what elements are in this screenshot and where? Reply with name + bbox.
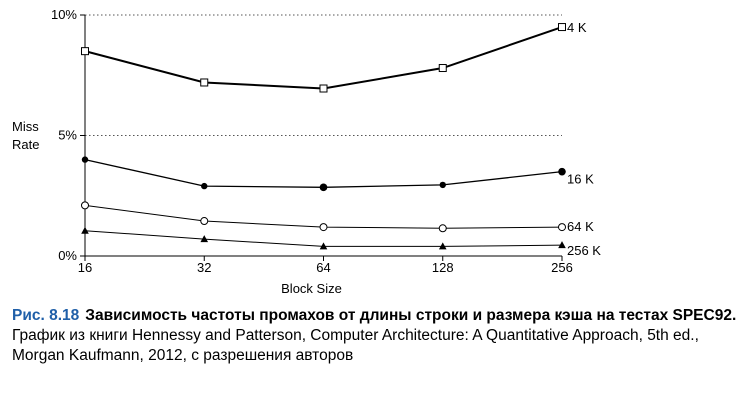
x-axis-title: Block Size xyxy=(281,281,342,296)
labels-layer: 4 K 16 K 64 K 256 K xyxy=(567,20,601,258)
data-point xyxy=(438,242,447,250)
data-point xyxy=(201,182,208,190)
data-point xyxy=(200,217,209,226)
data-point xyxy=(558,223,566,232)
figure-title: Зависимость частоты промахов от длины ст… xyxy=(85,307,737,324)
x-tick-label: 128 xyxy=(432,260,454,275)
data-point xyxy=(439,181,446,189)
series-line-0 xyxy=(84,26,563,90)
data-point xyxy=(81,201,89,210)
data-point xyxy=(319,242,328,250)
y-tick-label: 10% xyxy=(51,7,77,22)
y-tick-label: 0% xyxy=(58,248,77,263)
data-point xyxy=(558,167,566,176)
caption-title-line: Рис. 8.18 Зависимость частоты промахов от… xyxy=(12,306,742,326)
figure-source: График из книги Hennessy and Patterson, … xyxy=(12,327,699,364)
x-tick-label: 32 xyxy=(197,260,211,275)
data-point xyxy=(438,64,447,73)
series-label: 16 K xyxy=(567,172,594,187)
y-axis-title-line: Rate xyxy=(12,137,39,152)
x-tick-label: 16 xyxy=(78,260,92,275)
series-label: 256 K xyxy=(567,243,601,258)
data-point xyxy=(81,156,89,163)
data-point xyxy=(319,223,328,232)
figure-caption: Рис. 8.18 Зависимость частоты промахов от… xyxy=(12,306,742,366)
series-label: 64 K xyxy=(567,219,594,234)
axes-layer: 0% 5% 10% 16 32 64 128 256 Block Size Miss Rate xyxy=(12,7,573,296)
x-tick-label: 256 xyxy=(551,260,573,275)
figure-number: Рис. 8.18 xyxy=(12,307,80,324)
data-point xyxy=(319,183,328,192)
series-label: 4 K xyxy=(567,20,587,35)
data-point xyxy=(81,226,89,234)
data-point xyxy=(558,23,566,32)
data-point xyxy=(319,84,328,93)
data-point xyxy=(200,235,209,243)
data-point xyxy=(558,241,566,249)
data-point xyxy=(81,47,89,56)
series-line-1 xyxy=(84,158,563,188)
series-layer xyxy=(81,23,566,250)
miss-rate-chart: 0% 5% 10% 16 32 64 128 256 Block Size Miss Rate 4 … xyxy=(12,7,601,296)
y-tick-label: 5% xyxy=(58,128,77,143)
x-tick-label: 64 xyxy=(316,260,330,275)
grid-layer xyxy=(85,14,562,136)
data-point xyxy=(200,78,209,87)
data-point xyxy=(438,224,447,233)
y-axis-title-line: Miss xyxy=(12,119,39,134)
